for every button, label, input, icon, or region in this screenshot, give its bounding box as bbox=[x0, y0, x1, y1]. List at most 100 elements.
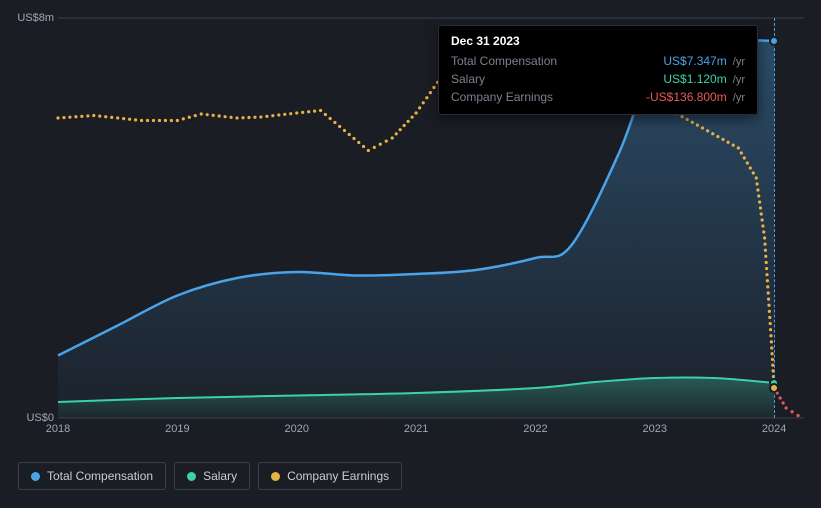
tooltip: Dec 31 2023 Total Compensation US$7.347m … bbox=[438, 25, 758, 115]
legend-item[interactable]: Total Compensation bbox=[18, 462, 166, 490]
tooltip-value: -US$136.800m /yr bbox=[646, 90, 745, 104]
legend-label: Company Earnings bbox=[287, 469, 389, 483]
series-dot-company_earnings bbox=[176, 119, 179, 122]
series-dot-company_earnings bbox=[128, 118, 131, 121]
series-dot-company_earnings bbox=[170, 119, 173, 122]
series-dot-company_earnings bbox=[769, 328, 772, 331]
series-dot-company_earnings bbox=[769, 322, 772, 325]
series-dot-company_earnings bbox=[790, 410, 793, 413]
series-dot-company_earnings bbox=[324, 113, 327, 116]
legend-label: Total Compensation bbox=[47, 469, 153, 483]
tooltip-title: Dec 31 2023 bbox=[451, 34, 745, 48]
series-dot-company_earnings bbox=[391, 136, 394, 139]
series-dot-company_earnings bbox=[357, 141, 360, 144]
series-dot-company_earnings bbox=[756, 188, 759, 191]
series-dot-company_earnings bbox=[768, 316, 771, 319]
series-dot-company_earnings bbox=[373, 146, 376, 149]
series-dot-company_earnings bbox=[80, 115, 83, 118]
series-dot-company_earnings bbox=[784, 406, 787, 409]
series-dot-company_earnings bbox=[158, 119, 161, 122]
series-dot-company_earnings bbox=[224, 115, 227, 118]
series-dot-company_earnings bbox=[253, 116, 256, 119]
series-dot-company_earnings bbox=[765, 267, 768, 270]
series-dot-company_earnings bbox=[116, 116, 119, 119]
legend-item[interactable]: Company Earnings bbox=[258, 462, 402, 490]
series-dot-company_earnings bbox=[765, 273, 768, 276]
series-dot-company_earnings bbox=[765, 261, 768, 264]
marker-total_compensation bbox=[769, 36, 779, 46]
series-dot-company_earnings bbox=[295, 111, 298, 114]
series-dot-company_earnings bbox=[319, 109, 322, 112]
series-dot-company_earnings bbox=[432, 86, 435, 89]
legend-dot-icon bbox=[271, 472, 280, 481]
series-dot-company_earnings bbox=[271, 114, 274, 117]
series-dot-company_earnings bbox=[403, 124, 406, 127]
series-dot-company_earnings bbox=[68, 116, 71, 119]
series-dot-company_earnings bbox=[721, 138, 724, 141]
series-dot-company_earnings bbox=[763, 236, 766, 239]
series-dot-company_earnings bbox=[767, 291, 770, 294]
series-dot-company_earnings bbox=[259, 115, 262, 118]
series-dot-company_earnings bbox=[755, 182, 758, 185]
series-dot-company_earnings bbox=[86, 114, 89, 117]
series-dot-company_earnings bbox=[289, 112, 292, 115]
series-dot-company_earnings bbox=[761, 218, 764, 221]
series-dot-company_earnings bbox=[301, 111, 304, 114]
series-dot-company_earnings bbox=[766, 279, 769, 282]
series-dot-company_earnings bbox=[206, 113, 209, 116]
series-dot-company_earnings bbox=[764, 249, 767, 252]
series-dot-company_earnings bbox=[329, 117, 332, 120]
tooltip-value: US$7.347m /yr bbox=[663, 54, 745, 68]
series-dot-company_earnings bbox=[152, 119, 155, 122]
series-dot-company_earnings bbox=[764, 255, 767, 258]
series-dot-company_earnings bbox=[755, 176, 758, 179]
series-dot-company_earnings bbox=[740, 151, 743, 154]
series-dot-company_earnings bbox=[768, 310, 771, 313]
series-dot-company_earnings bbox=[411, 116, 414, 119]
series-dot-company_earnings bbox=[241, 116, 244, 119]
y-tick-label: US$8m bbox=[17, 12, 54, 24]
legend-item[interactable]: Salary bbox=[174, 462, 250, 490]
series-dot-company_earnings bbox=[706, 129, 709, 132]
series-dot-company_earnings bbox=[235, 116, 238, 119]
series-dot-company_earnings bbox=[727, 141, 730, 144]
series-dot-company_earnings bbox=[92, 114, 95, 117]
series-dot-company_earnings bbox=[343, 129, 346, 132]
series-dot-company_earnings bbox=[247, 116, 250, 119]
series-dot-company_earnings bbox=[769, 334, 772, 337]
series-dot-company_earnings bbox=[110, 116, 113, 119]
series-dot-company_earnings bbox=[188, 116, 191, 119]
series-dot-company_earnings bbox=[766, 285, 769, 288]
x-tick-label: 2021 bbox=[404, 423, 428, 435]
series-dot-company_earnings bbox=[716, 135, 719, 138]
series-dot-company_earnings bbox=[767, 298, 770, 301]
series-dot-company_earnings bbox=[758, 200, 761, 203]
series-dot-company_earnings bbox=[770, 340, 773, 343]
series-dot-company_earnings bbox=[749, 166, 752, 169]
x-tick-label: 2022 bbox=[523, 423, 547, 435]
series-dot-company_earnings bbox=[164, 119, 167, 122]
series-dot-company_earnings bbox=[134, 118, 137, 121]
tooltip-row: Total Compensation US$7.347m /yr bbox=[451, 52, 745, 70]
series-dot-company_earnings bbox=[422, 101, 425, 104]
marker-company_earnings bbox=[769, 383, 779, 393]
series-dot-company_earnings bbox=[761, 224, 764, 227]
legend-dot-icon bbox=[31, 472, 40, 481]
x-tick-label: 2020 bbox=[284, 423, 308, 435]
series-dot-company_earnings bbox=[385, 140, 388, 143]
series-dot-company_earnings bbox=[686, 118, 689, 121]
series-dot-company_earnings bbox=[348, 133, 351, 136]
series-dot-company_earnings bbox=[362, 145, 365, 148]
series-dot-company_earnings bbox=[680, 115, 683, 118]
legend: Total Compensation Salary Company Earnings bbox=[18, 462, 402, 490]
tooltip-label: Salary bbox=[451, 72, 485, 86]
tooltip-value: US$1.120m /yr bbox=[663, 72, 745, 86]
series-dot-company_earnings bbox=[414, 111, 417, 114]
series-dot-company_earnings bbox=[200, 112, 203, 115]
series-dot-company_earnings bbox=[711, 132, 714, 135]
tooltip-label: Total Compensation bbox=[451, 54, 557, 68]
series-dot-company_earnings bbox=[760, 212, 763, 215]
series-dot-company_earnings bbox=[277, 113, 280, 116]
series-dot-company_earnings bbox=[752, 171, 755, 174]
x-tick-label: 2018 bbox=[46, 423, 70, 435]
